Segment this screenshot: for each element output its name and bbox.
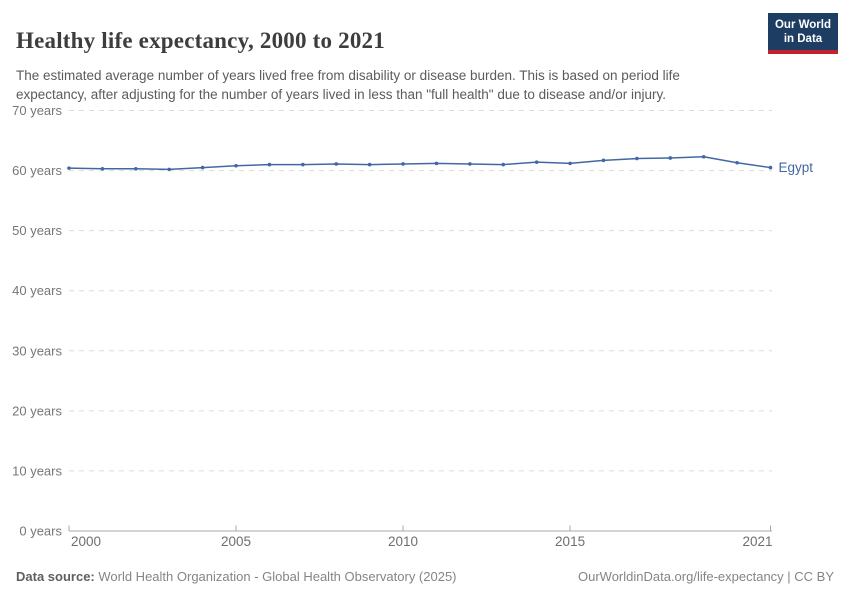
x-tick-label: 2010 xyxy=(388,534,418,549)
data-point-2000[interactable] xyxy=(67,166,71,170)
y-tick-label: 60 years xyxy=(12,163,62,178)
y-tick-label: 0 years xyxy=(19,524,62,539)
data-point-2018[interactable] xyxy=(668,156,673,160)
chart-title: Healthy life expectancy, 2000 to 2021 xyxy=(16,28,385,54)
data-point-2005[interactable] xyxy=(234,163,238,168)
y-tick-label: 20 years xyxy=(12,403,62,418)
x-tick-label: 2021 xyxy=(742,534,772,549)
y-tick-label: 10 years xyxy=(12,463,62,478)
data-point-2021[interactable] xyxy=(768,165,773,170)
y-tick-label: 30 years xyxy=(12,343,62,358)
x-tick-label: 2015 xyxy=(555,534,585,549)
data-point-2001[interactable] xyxy=(100,166,105,171)
subtitle-line-2: expectancy, after adjusting for the numb… xyxy=(16,86,666,102)
data-point-2013[interactable] xyxy=(501,162,506,167)
data-point-2012[interactable] xyxy=(468,162,472,166)
data-point-2003[interactable] xyxy=(167,167,172,172)
data-point-2006[interactable] xyxy=(267,162,272,167)
owid-logo-line1: Our World xyxy=(774,19,831,31)
data-point-2009[interactable] xyxy=(367,162,372,167)
data-point-2011[interactable] xyxy=(434,161,439,166)
y-tick-label: 50 years xyxy=(12,223,62,238)
owid-logo-line2: in Data xyxy=(783,33,823,45)
data-point-2014[interactable] xyxy=(534,160,539,164)
data-point-2002[interactable] xyxy=(134,166,138,171)
data-point-2007[interactable] xyxy=(301,162,305,167)
subtitle-line-1: The estimated average number of years li… xyxy=(16,67,680,83)
data-point-2017[interactable] xyxy=(635,156,639,161)
data-point-2015[interactable] xyxy=(568,161,572,166)
data-point-2010[interactable] xyxy=(401,162,405,166)
series-label-egypt[interactable]: Egypt xyxy=(779,160,814,175)
data-source-text: World Health Organization - Global Healt… xyxy=(94,569,457,584)
chart-subtitle: The estimated average number of years li… xyxy=(16,66,756,104)
x-tick-label: 2005 xyxy=(221,534,251,549)
owid-logo[interactable]: Our World in Data xyxy=(768,13,838,54)
data-source-note: Data source: World Health Organization -… xyxy=(16,569,457,584)
y-tick-label: 70 years xyxy=(12,103,62,118)
data-point-2004[interactable] xyxy=(200,165,205,170)
y-tick-label: 40 years xyxy=(12,283,62,298)
chart-footer: Data source: World Health Organization -… xyxy=(16,569,834,584)
series-line-egypt[interactable] xyxy=(68,156,771,171)
data-point-2016[interactable] xyxy=(601,158,606,163)
data-point-2019[interactable] xyxy=(701,154,706,159)
x-tick-label: 2000 xyxy=(71,534,101,549)
data-point-2020[interactable] xyxy=(735,160,739,165)
data-source-label: Data source: xyxy=(16,569,95,584)
attribution-link[interactable]: OurWorldinData.org/life-expectancy | CC … xyxy=(577,569,834,584)
data-point-2008[interactable] xyxy=(334,162,339,166)
